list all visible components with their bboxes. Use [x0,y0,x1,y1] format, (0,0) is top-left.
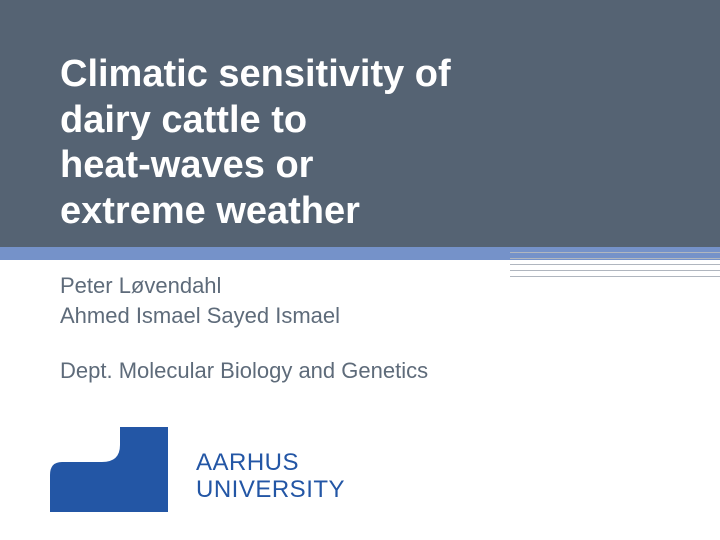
decorative-line [510,276,720,277]
aarhus-university-logo-icon [50,427,168,512]
decorative-line [510,252,720,253]
title-header-block: Climatic sensitivity of dairy cattle to … [0,0,720,247]
university-name: AARHUS UNIVERSITY [196,449,345,512]
title-line-2: dairy cattle to [60,99,307,141]
decorative-line [510,258,720,259]
university-name-line-2: UNIVERSITY [196,476,345,503]
title-line-1: Climatic sensitivity of [60,53,451,95]
author-2: Ahmed Ismael Sayed Ismael [60,303,340,328]
presentation-title: Climatic sensitivity of dairy cattle to … [60,52,720,234]
decorative-line [510,270,720,271]
title-line-3: heat-waves or [60,144,313,186]
university-logo-block: AARHUS UNIVERSITY [50,427,345,512]
decorative-line [510,264,720,265]
author-1: Peter Løvendahl [60,273,221,298]
university-name-line-1: AARHUS [196,449,299,476]
title-line-4: extreme weather [60,190,360,232]
department-name: Dept. Molecular Biology and Genetics [60,358,720,384]
decorative-right-lines [510,252,720,282]
